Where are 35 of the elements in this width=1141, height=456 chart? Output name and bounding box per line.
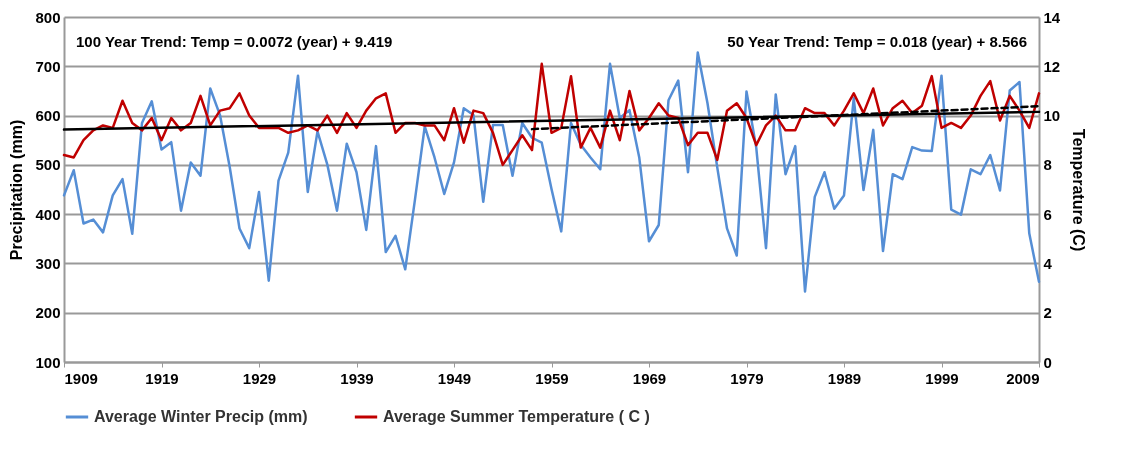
y-tick-label: 200 (35, 304, 61, 322)
legend-label: Average Summer Temperature ( C ) (383, 408, 650, 425)
x-tick-label: 1939 (340, 369, 374, 387)
x-tick-label: 1929 (242, 369, 277, 387)
line-series (62, 51, 1041, 293)
x-tick-label: 1969 (632, 369, 667, 387)
y2-tick-label: 14 (1043, 8, 1061, 26)
y2-tick-label: 10 (1043, 107, 1061, 125)
y-tick-label: 500 (35, 156, 61, 174)
x-tick-label: 1919 (145, 369, 179, 387)
y-tick-label: 400 (35, 205, 61, 223)
y-tick-label: 700 (35, 57, 61, 75)
y2-axis-title: Temperature (C) (1070, 128, 1088, 252)
y2-tick-label: 0 (1043, 353, 1052, 371)
x-tick-label: 1959 (535, 369, 569, 387)
x-tick-label: 1949 (437, 369, 472, 387)
x-tick-label: 1989 (827, 369, 862, 387)
y-tick-label: 100 (35, 353, 61, 371)
x-tick-label: 2009 (1006, 369, 1040, 387)
x-tick-label: 1999 (925, 369, 959, 387)
y-tick-label: 600 (35, 107, 61, 125)
annotation: 50 Year Trend: Temp = 0.018 (year) + 8.566 (727, 33, 1027, 50)
legend-label: Average Winter Precip (mm) (94, 408, 308, 425)
x-tick-label: 1909 (64, 369, 98, 387)
y2-tick-label: 12 (1043, 57, 1061, 75)
y-axis-title: Precipitation (mm) (8, 119, 26, 261)
y2-tick-label: 8 (1043, 156, 1052, 174)
y2-tick-label: 6 (1043, 205, 1052, 223)
y2-tick-label: 2 (1043, 304, 1052, 322)
y-tick-label: 300 (35, 254, 61, 272)
y2-tick-label: 4 (1043, 254, 1053, 272)
annotation: 100 Year Trend: Temp = 0.0072 (year) + 9.419 (76, 33, 393, 50)
line-series (62, 62, 1041, 167)
x-tick-label: 1979 (730, 369, 764, 387)
y-tick-label: 800 (35, 8, 61, 26)
